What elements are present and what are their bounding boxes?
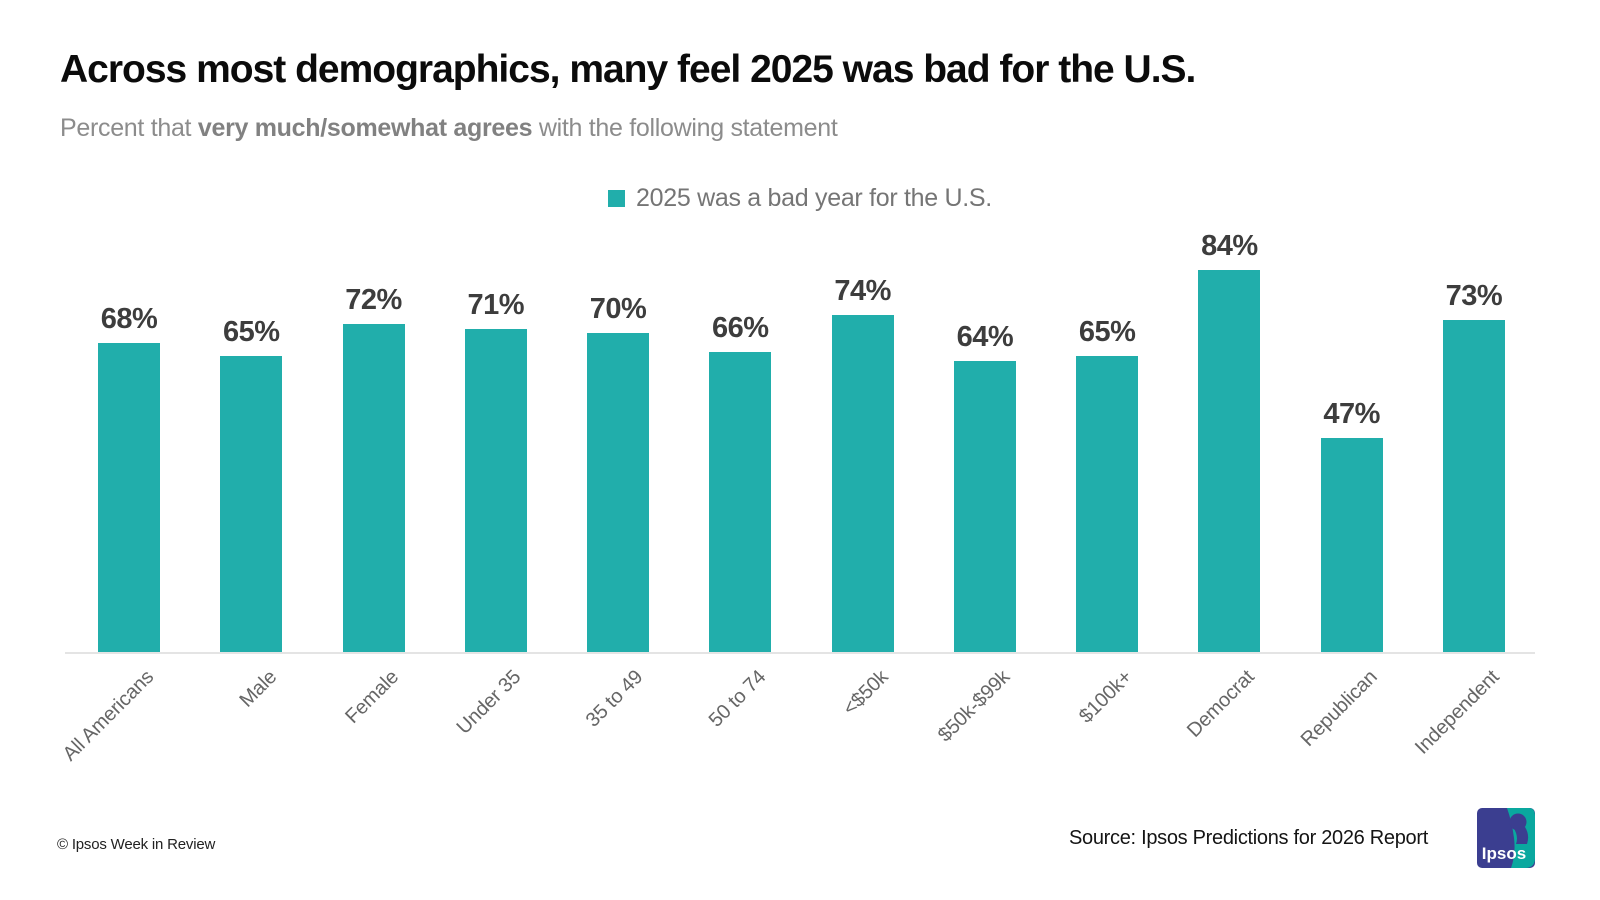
ipsos-logo: Ipsos [1477,808,1535,868]
x-tick-label: All Americans [59,666,159,766]
bar-column: 65% Male [220,316,283,712]
bar-column: 47% Republican [1296,398,1383,751]
x-tick-label: Republican [1296,666,1382,751]
bar-value-label: 71% [467,289,525,321]
bar-value-label: 65% [1078,316,1136,348]
bar [464,329,527,652]
copyright-text: © Ipsos Week in Review [57,836,216,853]
bar-value-label: 73% [1445,280,1503,312]
source-text: Source: Ipsos Predictions for 2026 Repor… [1068,827,1428,849]
bar [831,315,894,652]
page-title: Across most demographics, many feel 2025… [60,48,1196,91]
bar-column: 64% $50k-$99k [934,321,1016,746]
bar [220,356,283,652]
bar-column: 73% Independent [1411,280,1505,759]
svg-text:Ipsos: Ipsos [1482,844,1526,863]
subtitle-prefix: Percent that [60,114,198,142]
x-tick-label: Independent [1410,666,1504,759]
x-tick-label: Democrat [1183,666,1259,742]
legend-label: 2025 was a bad year for the U.S. [636,184,992,212]
x-tick-label: Female [341,666,404,728]
x-tick-label: 50 to 74 [704,666,770,732]
legend-swatch-icon [608,190,626,207]
bar [587,333,650,652]
bar [342,324,405,652]
bar-column: 70% 35 to 49 [582,293,650,732]
bar-column: 72% Female [341,284,405,728]
bar-value-label: 74% [834,275,891,307]
bar-column: 65% $100k+ [1075,316,1139,728]
bar-column: 68% All Americans [59,303,160,765]
x-tick-label: $100k+ [1075,666,1137,728]
bar-chart: 68% All Americans 65% Male 72% Female 71% Under… [59,230,1535,765]
x-tick-label: 35 to 49 [582,666,648,732]
bar [98,343,160,652]
subtitle-bold: very much/somewhat agrees [197,114,533,142]
bar-column: 66% 50 to 74 [704,312,772,732]
subtitle-suffix: with the following statement [532,114,838,142]
bar-value-label: 72% [345,284,402,316]
bar-value-label: 68% [100,303,158,335]
chart-subtitle: Percent that very much/somewhat agrees w… [60,114,838,143]
chart-legend: 2025 was a bad year for the U.S. [0,184,1600,213]
bar-value-label: 66% [712,312,769,344]
bar [953,361,1016,652]
bar [1442,320,1505,652]
bar-column: 74% <$50k [831,275,894,720]
bar [1320,438,1383,652]
x-tick-label: $50k-$99k [934,666,1015,747]
x-axis-line [65,652,1535,654]
bar-value-label: 65% [222,316,280,348]
bar-column: 71% Under 35 [453,289,527,739]
bar [1076,356,1139,652]
bar [709,352,772,652]
bar-value-label: 47% [1323,398,1380,430]
x-tick-label: Male [235,666,281,712]
x-tick-label: Under 35 [452,666,526,739]
bar-column: 84% Democrat [1183,230,1261,742]
x-tick-label: <$50k [838,666,893,720]
bar-value-label: 84% [1201,230,1258,262]
bar-value-label: 70% [589,293,647,325]
bar [1198,270,1261,652]
bar-value-label: 64% [956,321,1014,353]
